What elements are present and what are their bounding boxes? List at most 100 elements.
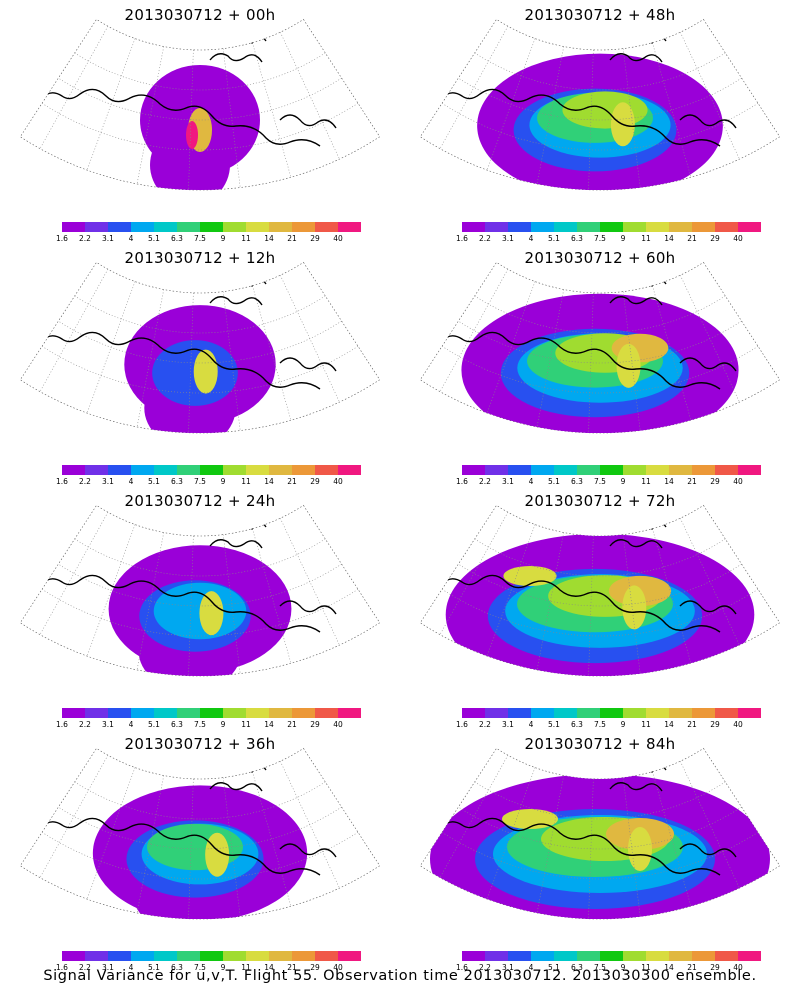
colorbar-tick-label: 3.1 — [502, 963, 514, 972]
colorbar-tick-label: 14 — [664, 477, 674, 486]
colorbar-swatch — [223, 465, 246, 475]
colorbar-tick-label: 29 — [710, 720, 720, 729]
panel-title: 2013030712 + 72h — [524, 492, 676, 510]
panel-title: 2013030712 + 60h — [524, 249, 676, 267]
colorbar-tick-label: 29 — [710, 963, 720, 972]
colorbar-tick-label: 3.1 — [502, 720, 514, 729]
colorbar-tick-label: 3.1 — [502, 477, 514, 486]
colorbar: 1.6 2.2 3.1 4 5.1 6.3 7.5 9 11 14 21 29 40 — [56, 465, 361, 486]
colorbar-tick-label: 5.1 — [548, 720, 560, 729]
colorbar-tick-label: 9 — [620, 477, 626, 486]
panel-title: 2013030712 + 36h — [124, 735, 276, 753]
colorbar-tick-label: 11 — [641, 963, 651, 972]
variance-map — [19, 747, 381, 920]
colorbar: 1.6 2.2 3.1 4 5.1 6.3 7.5 9 11 14 21 29 40 — [56, 708, 361, 729]
colorbar-swatch — [577, 951, 600, 961]
colorbar-tick-label: 21 — [687, 963, 697, 972]
colorbar-swatch — [692, 708, 715, 718]
colorbar-swatch — [338, 708, 361, 718]
colorbar-swatch — [315, 951, 338, 961]
variance-contour — [193, 349, 218, 394]
colorbar-swatch — [692, 465, 715, 475]
forecast-panel: 2013030712 + 72h 1.6 2.2 3.1 4 5.1 6.3 7.5 9 11 14… — [400, 486, 800, 729]
colorbar-swatch — [154, 465, 177, 475]
colorbar-tick-label: 11 — [641, 477, 651, 486]
colorbar-swatch — [246, 222, 269, 232]
colorbar-tick-label: 1.6 — [456, 477, 468, 486]
variance-map — [419, 261, 781, 434]
colorbar-tick-label: 7.5 — [594, 720, 606, 729]
colorbar: 1.6 2.2 3.1 4 5.1 6.3 7.5 9 11 14 21 29 40 — [56, 951, 361, 972]
colorbar-tick-label: 21 — [287, 720, 297, 729]
forecast-panel: 2013030712 + 84h 1.6 2.2 3.1 4 5.1 6.3 7.5 9 11 14… — [400, 729, 800, 972]
colorbar-tick-label: 9 — [220, 720, 226, 729]
colorbar-swatch — [485, 465, 508, 475]
colorbar-swatch — [292, 708, 315, 718]
colorbar-swatch — [531, 951, 554, 961]
colorbar-tick-label: 14 — [664, 963, 674, 972]
colorbar-tick-label: 29 — [710, 477, 720, 486]
forecast-panel: 2013030712 + 12h 1.6 2.2 3.1 4 5.1 6.3 7.5 9 11 14… — [0, 243, 400, 486]
colorbar-swatch — [508, 708, 531, 718]
colorbar-tick-label: 2.2 — [479, 720, 491, 729]
colorbar-swatch — [485, 708, 508, 718]
colorbar: 1.6 2.2 3.1 4 5.1 6.3 7.5 9 11 14 21 29 40 — [456, 222, 761, 243]
forecast-panel: 2013030712 + 48h 1.6 2.2 3.1 4 5.1 6.3 7.5 9 11 14… — [400, 0, 800, 243]
colorbar-swatch — [315, 222, 338, 232]
colorbar-tick-label: 11 — [641, 720, 651, 729]
colorbar-swatch — [292, 951, 315, 961]
colorbar-tick-label: 40 — [733, 963, 743, 972]
coastline — [39, 274, 337, 390]
colorbar-swatch — [462, 222, 485, 232]
colorbar-tick-label: 29 — [310, 234, 320, 243]
colorbar-tick-label: 4 — [528, 963, 534, 972]
colorbar-swatch — [508, 951, 531, 961]
variance-field — [430, 774, 770, 919]
colorbar-tick-label: 3.1 — [502, 234, 514, 243]
variance-field — [477, 53, 723, 190]
colorbar-tick-label: 6.3 — [171, 963, 183, 972]
colorbar-tick-label: 6.3 — [171, 477, 183, 486]
colorbar-swatch — [154, 222, 177, 232]
colorbar-swatch — [646, 465, 669, 475]
colorbar-swatch — [131, 465, 154, 475]
colorbar-tick-label: 14 — [664, 234, 674, 243]
coastline — [439, 274, 737, 390]
colorbar-tick-label: 6.3 — [571, 477, 583, 486]
colorbar-tick-label: 7.5 — [194, 963, 206, 972]
colorbar-swatch — [715, 708, 738, 718]
colorbar-tick-label: 5.1 — [548, 963, 560, 972]
colorbar-swatch — [131, 951, 154, 961]
colorbar-swatch — [485, 951, 508, 961]
colorbar-swatch — [623, 222, 646, 232]
colorbar-swatch — [62, 222, 85, 232]
colorbar-tick-label: 3.1 — [102, 720, 114, 729]
colorbar-swatch — [600, 222, 623, 232]
variance-field — [461, 293, 739, 433]
colorbar-swatch — [531, 222, 554, 232]
colorbar-tick-label: 14 — [664, 720, 674, 729]
colorbar-tick-label: 4 — [528, 234, 534, 243]
colorbar: 1.6 2.2 3.1 4 5.1 6.3 7.5 9 11 14 21 29 40 — [456, 708, 761, 729]
colorbar-swatch — [669, 465, 692, 475]
colorbar-swatch — [315, 708, 338, 718]
colorbar-tick-label: 7.5 — [194, 234, 206, 243]
colorbar-tick-label: 4 — [128, 477, 134, 486]
forecast-panel: 2013030712 + 60h 1.6 2.2 3.1 4 5.1 6.3 7.5 9 11 14… — [400, 243, 800, 486]
colorbar-tick-label: 3.1 — [102, 963, 114, 972]
colorbar-tick-label: 14 — [264, 234, 274, 243]
colorbar-tick-label: 5.1 — [148, 477, 160, 486]
colorbar-tick-label: 1.6 — [56, 963, 68, 972]
colorbar-tick-label: 40 — [733, 720, 743, 729]
colorbar-tick-label: 40 — [733, 234, 743, 243]
colorbar-swatch — [108, 951, 131, 961]
colorbar-tick-label: 4 — [528, 720, 534, 729]
colorbar-swatch — [292, 465, 315, 475]
colorbar-swatch — [600, 708, 623, 718]
colorbar-swatch — [738, 708, 761, 718]
colorbar-tick-label: 7.5 — [594, 234, 606, 243]
colorbar-tick-label: 21 — [687, 234, 697, 243]
colorbar-swatch — [600, 951, 623, 961]
colorbar-swatch — [554, 708, 577, 718]
colorbar-tick-label: 7.5 — [194, 477, 206, 486]
